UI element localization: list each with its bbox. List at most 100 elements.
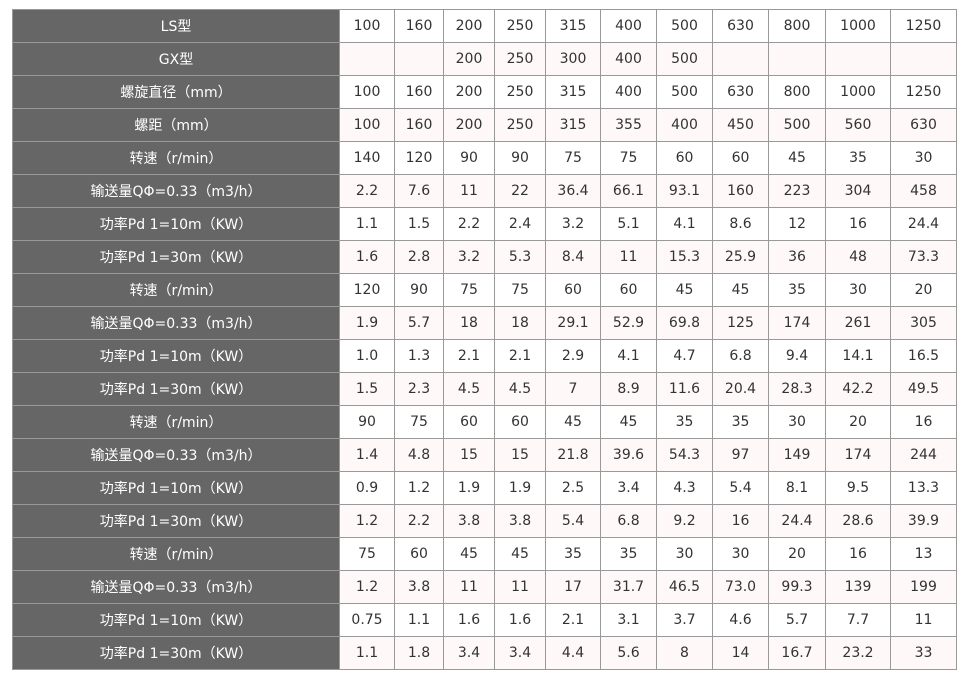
table-row: 转速（r/min） 75 60 45 45 35 35 30 30 20 16 13	[12, 537, 957, 571]
table-cell: 15.3	[656, 240, 713, 274]
table-cell: 4.5	[494, 372, 546, 406]
table-cell: 60	[545, 273, 601, 307]
table-cell: 20.4	[712, 372, 769, 406]
table-cell: 100	[339, 108, 395, 142]
table-cell: 3.1	[600, 603, 657, 637]
table-cell: 29.1	[545, 306, 601, 340]
table-cell: 75	[600, 141, 657, 175]
table-cell: 11	[443, 174, 495, 208]
table-cell: 73.3	[890, 240, 957, 274]
table-cell: 60	[600, 273, 657, 307]
table-row: 功率Pd 1=10m（KW） 1.1 1.5 2.2 2.4 3.2 5.1 4.1 8.6 12…	[12, 207, 957, 241]
row-header: 转速（r/min）	[12, 273, 340, 307]
table-cell: 6.8	[600, 504, 657, 538]
table-cell: 8.6	[712, 207, 769, 241]
table-cell: 160	[394, 108, 444, 142]
table-cell: 8	[656, 636, 713, 670]
table-cell: 18	[494, 306, 546, 340]
table-cell: 99.3	[768, 570, 826, 604]
table-cell: 5.6	[600, 636, 657, 670]
table-cell: 400	[600, 75, 657, 109]
table-cell: 3.4	[600, 471, 657, 505]
table-cell: 18	[443, 306, 495, 340]
table-cell: 4.6	[712, 603, 769, 637]
table-cell: 160	[394, 75, 444, 109]
table-cell: 16.5	[890, 339, 957, 373]
table-cell: 1.9	[443, 471, 495, 505]
table-cell: 160	[712, 174, 769, 208]
table-cell: 244	[890, 438, 957, 472]
table-cell: 45	[545, 405, 601, 439]
table-cell: 500	[656, 42, 713, 76]
table-cell: 300	[545, 42, 601, 76]
table-row: 功率Pd 1=10m（KW） 0.75 1.1 1.6 1.6 2.1 3.1 3.7 4.6 5…	[12, 603, 957, 637]
table-cell: 30	[825, 273, 891, 307]
table-cell: 25.9	[712, 240, 769, 274]
table-cell: 125	[712, 306, 769, 340]
table-cell: 500	[656, 75, 713, 109]
table-cell: 5.7	[768, 603, 826, 637]
table-cell: 24.4	[890, 207, 957, 241]
table-cell: 149	[768, 438, 826, 472]
table-cell: 261	[825, 306, 891, 340]
table-cell: 11	[600, 240, 657, 274]
table-cell: 199	[890, 570, 957, 604]
table-cell: 200	[443, 75, 495, 109]
table-cell: 800	[768, 75, 826, 109]
table-cell: 500	[768, 108, 826, 142]
table-cell: 0.75	[339, 603, 395, 637]
table-cell: 8.9	[600, 372, 657, 406]
table-cell: 45	[443, 537, 495, 571]
table-cell: 3.7	[656, 603, 713, 637]
table-cell: 39.9	[890, 504, 957, 538]
table-cell: 1.1	[339, 636, 395, 670]
table-cell: 1.3	[394, 339, 444, 373]
table-cell: 7.6	[394, 174, 444, 208]
table-cell: 100	[339, 9, 395, 43]
row-header: 输送量QΦ=0.33（m3/h）	[12, 174, 340, 208]
table-cell: 250	[494, 42, 546, 76]
table-cell: 400	[600, 42, 657, 76]
table-cell: 1.2	[394, 471, 444, 505]
table-cell: 11	[494, 570, 546, 604]
table-cell: 93.1	[656, 174, 713, 208]
table-cell: 3.2	[443, 240, 495, 274]
table-cell: 24.4	[768, 504, 826, 538]
table-cell: 16.7	[768, 636, 826, 670]
table-cell: 97	[712, 438, 769, 472]
table-cell: 304	[825, 174, 891, 208]
table-cell: 13.3	[890, 471, 957, 505]
table-cell: 28.3	[768, 372, 826, 406]
table-cell: 2.1	[545, 603, 601, 637]
table-cell: 9.5	[825, 471, 891, 505]
table-cell: 200	[443, 9, 495, 43]
table-cell: 33	[890, 636, 957, 670]
table-cell	[394, 42, 444, 76]
table-cell: 5.1	[600, 207, 657, 241]
table-cell: 1.9	[494, 471, 546, 505]
table-row: 螺旋直径（mm） 100 160 200 250 315 400 500 630 800 1000 1…	[12, 75, 957, 109]
table-cell: 1.8	[394, 636, 444, 670]
row-header: 功率Pd 1=30m（KW）	[12, 636, 340, 670]
table-cell: 4.7	[656, 339, 713, 373]
table-cell: 1.5	[394, 207, 444, 241]
table-cell: 36	[768, 240, 826, 274]
table-cell: 35	[545, 537, 601, 571]
table-row: 转速（r/min） 140 120 90 90 75 75 60 60 45 35 30	[12, 141, 957, 175]
table-cell: 8.4	[545, 240, 601, 274]
table-cell: 49.5	[890, 372, 957, 406]
row-header: 输送量QΦ=0.33（m3/h）	[12, 570, 340, 604]
table-cell: 120	[339, 273, 395, 307]
table-cell: 1.6	[339, 240, 395, 274]
table-cell: 73.0	[712, 570, 769, 604]
table-cell: 52.9	[600, 306, 657, 340]
row-header: 功率Pd 1=30m（KW）	[12, 504, 340, 538]
table-cell: 39.6	[600, 438, 657, 472]
table-cell: 15	[443, 438, 495, 472]
table-row: 输送量QΦ=0.33（m3/h） 1.2 3.8 11 11 17 31.7 46.5 73.0…	[12, 570, 957, 604]
table-cell	[712, 42, 769, 76]
table-cell: 1.4	[339, 438, 395, 472]
row-header: 功率Pd 1=10m（KW）	[12, 471, 340, 505]
table-cell: 2.1	[494, 339, 546, 373]
table-cell: 16	[712, 504, 769, 538]
